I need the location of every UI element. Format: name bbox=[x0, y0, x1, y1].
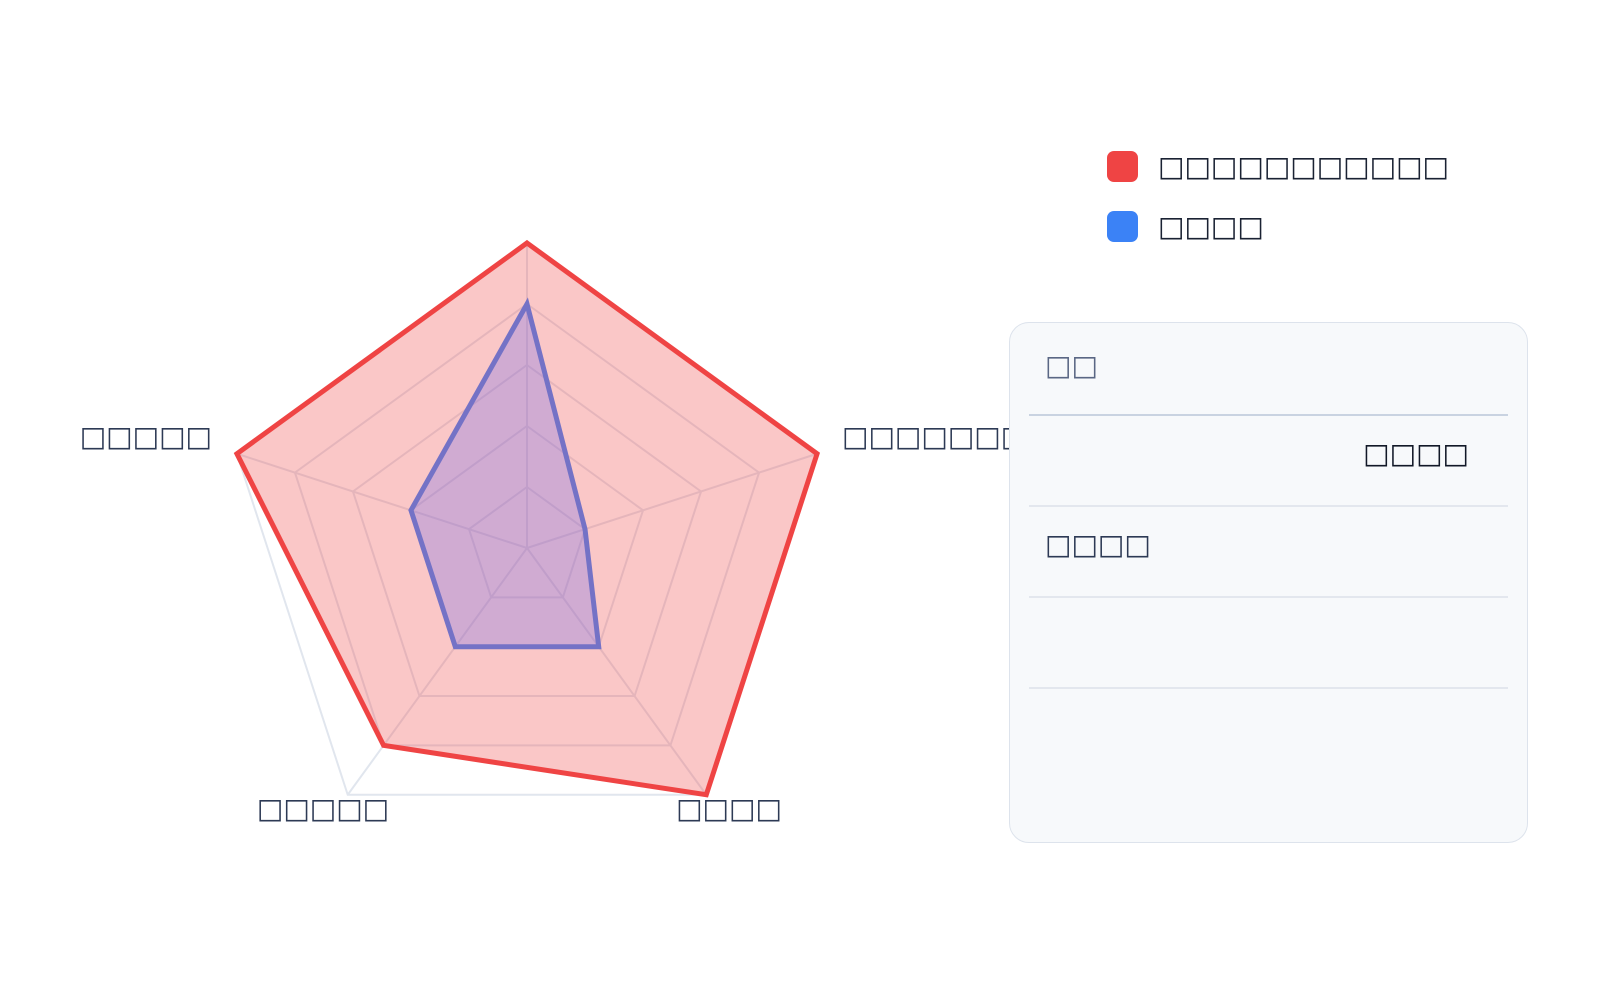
axis-label-bottom-right: □□□□ bbox=[676, 792, 782, 825]
legend-swatch-red bbox=[1107, 150, 1138, 182]
radar-axis-labels: □□□□□□□ □□□□ □□□□□ □□□□□ bbox=[80, 420, 1027, 825]
panel-value: □□□□ bbox=[1363, 437, 1469, 470]
grid-ring bbox=[467, 485, 587, 599]
panel-divider bbox=[1029, 596, 1508, 598]
info-panel: □□ □□□□ □□□□ bbox=[1009, 322, 1528, 843]
grid-spoke bbox=[526, 547, 708, 796]
axis-label-bottom-left: □□□□□ bbox=[257, 792, 389, 825]
legend-item-series-1[interactable]: □□□□□□□□□□□ bbox=[1107, 149, 1450, 183]
series-area-1[interactable] bbox=[233, 239, 821, 798]
panel-divider bbox=[1029, 687, 1508, 689]
chart-legend: □□□□□□□□□□□ □□□□ bbox=[1107, 150, 1449, 270]
legend-item-series-2[interactable]: □□□□ bbox=[1107, 209, 1449, 243]
legend-label-series-1: □□□□□□□□□□□ bbox=[1158, 149, 1450, 183]
legend-label-series-2: □□□□ bbox=[1158, 209, 1264, 243]
grid-ring bbox=[293, 302, 761, 747]
legend-swatch-blue bbox=[1107, 210, 1138, 242]
grid-ring bbox=[351, 363, 703, 698]
panel-divider bbox=[1029, 414, 1508, 416]
panel-divider bbox=[1029, 505, 1508, 507]
radar-spokes bbox=[236, 243, 818, 796]
grid-spoke bbox=[526, 452, 818, 549]
axis-label-right: □□□□□□□ bbox=[842, 420, 1027, 453]
panel-header: □□ bbox=[1045, 349, 1098, 382]
grid-spoke bbox=[236, 452, 528, 549]
panel-row-label: □□□□ bbox=[1045, 528, 1151, 561]
radar-series bbox=[233, 239, 821, 798]
grid-spoke bbox=[346, 547, 528, 796]
axis-label-left: □□□□□ bbox=[80, 420, 212, 453]
series-area-2[interactable] bbox=[408, 297, 602, 650]
